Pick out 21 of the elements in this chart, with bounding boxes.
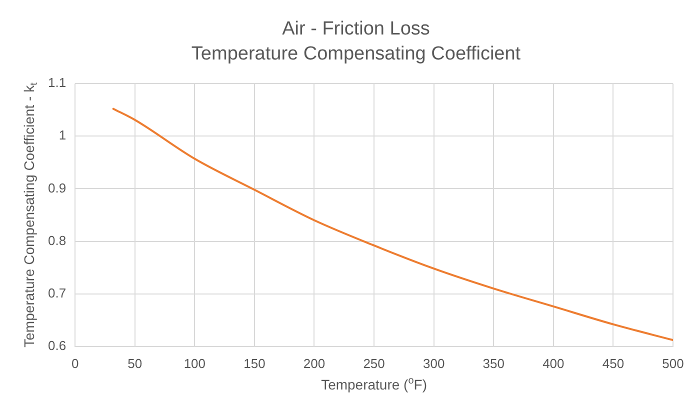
y-tick-label: 1 (58, 128, 66, 143)
x-tick-label: 250 (363, 356, 385, 371)
y-tick-label: 0.8 (48, 232, 66, 248)
y-tick-label: 0.7 (48, 285, 66, 300)
chart-title: Air - Friction Loss (282, 18, 430, 40)
y-tick-label: 0.9 (48, 180, 66, 196)
chart-subtitle: Temperature Compensating Coefficient (191, 43, 522, 64)
x-tick-label: 50 (128, 356, 142, 371)
x-tick-label: 200 (303, 356, 326, 371)
x-tick-label: 400 (542, 356, 564, 371)
x-tick-label: 300 (422, 356, 445, 371)
line-series (112, 108, 673, 342)
x-tick-label: 450 (602, 356, 624, 371)
x-tick-label: 150 (244, 356, 266, 371)
y-tick-label: 1.1 (48, 75, 66, 90)
x-tick-label: 100 (184, 356, 206, 371)
x-tick-label: 350 (482, 356, 504, 371)
y-axis-title: Temperature Compensating Coefficient - kt (20, 82, 40, 348)
x-tick-label: 500 (662, 356, 684, 371)
x-tick-label: 0 (71, 356, 79, 371)
y-tick-label: 0.6 (48, 338, 66, 353)
